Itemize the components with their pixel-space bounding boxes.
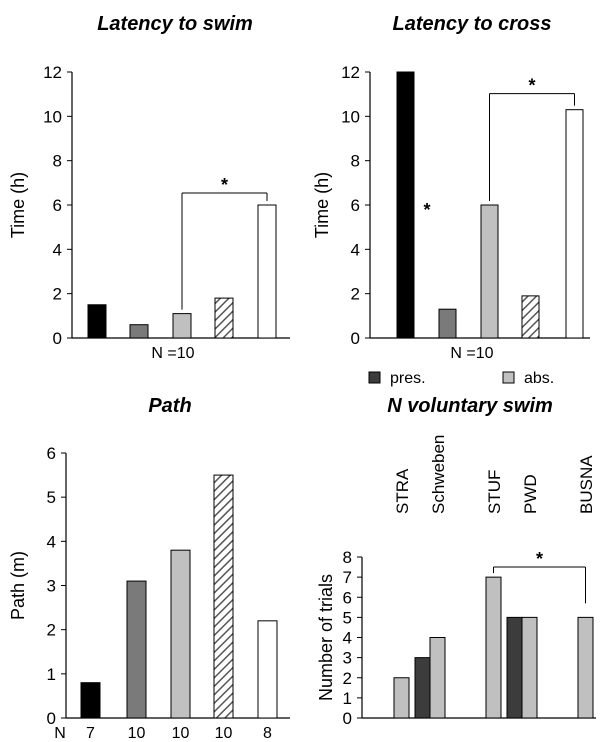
chart-title: Latency to cross xyxy=(393,13,552,35)
legend-label: pres. xyxy=(390,370,426,387)
y-tick-label: 12 xyxy=(43,63,62,82)
y-axis-label: Path (m) xyxy=(8,551,28,620)
y-tick-label: 0 xyxy=(47,709,56,728)
category-label: STUF xyxy=(485,470,504,514)
y-axis-label: Time (h) xyxy=(312,172,332,238)
bar xyxy=(172,313,192,339)
n-label: N =10 xyxy=(151,345,194,362)
y-tick-label: 4 xyxy=(351,240,360,259)
chart-title: N voluntary swim xyxy=(387,395,553,417)
y-axis-label: Number of trials xyxy=(316,574,336,701)
bar xyxy=(396,71,415,339)
bar xyxy=(257,204,277,339)
bar xyxy=(506,616,523,719)
bar xyxy=(414,657,431,719)
y-tick-label: 6 xyxy=(47,444,56,463)
bar xyxy=(438,308,457,339)
y-tick-label: 8 xyxy=(351,152,360,171)
chart-title: Path xyxy=(148,395,191,417)
y-tick-label: 0 xyxy=(351,329,360,348)
y-tick-label: 4 xyxy=(53,240,62,259)
bar xyxy=(213,474,234,719)
annotation-star: * xyxy=(423,200,430,220)
significance-star: * xyxy=(536,549,543,569)
n-value: 10 xyxy=(215,725,233,742)
bar xyxy=(393,677,410,719)
bar xyxy=(521,616,538,719)
n-label: N =10 xyxy=(450,345,493,362)
legend-label: abs. xyxy=(524,370,554,387)
bar xyxy=(170,549,191,719)
category-label: Schweben xyxy=(429,435,448,514)
y-tick-label: 4 xyxy=(343,629,352,648)
y-tick-label: 2 xyxy=(343,669,352,688)
y-tick-label: 6 xyxy=(343,588,352,607)
y-axis-label: Time (h) xyxy=(8,172,28,238)
n-value: 10 xyxy=(172,725,190,742)
bar xyxy=(521,295,540,339)
y-tick-label: 8 xyxy=(343,548,352,567)
n-prefix: N xyxy=(54,725,66,742)
bar xyxy=(87,304,107,339)
y-tick-label: 1 xyxy=(343,689,352,708)
bar xyxy=(129,324,149,339)
n-value: 7 xyxy=(86,725,95,742)
y-tick-label: 3 xyxy=(47,577,56,596)
bar xyxy=(485,576,502,719)
y-tick-label: 8 xyxy=(53,152,62,171)
category-label: BUSNA xyxy=(577,455,596,514)
category-label: PWD xyxy=(521,474,540,514)
n-value: 10 xyxy=(128,725,146,742)
y-tick-label: 5 xyxy=(47,488,56,507)
y-tick-label: 0 xyxy=(53,329,62,348)
significance-star: * xyxy=(528,76,535,96)
bar xyxy=(577,616,594,719)
y-tick-label: 10 xyxy=(341,107,360,126)
y-tick-label: 6 xyxy=(351,196,360,215)
y-tick-label: 2 xyxy=(47,621,56,640)
bar xyxy=(80,682,101,719)
y-tick-label: 0 xyxy=(343,709,352,728)
y-tick-label: 5 xyxy=(343,608,352,627)
category-label: STRA xyxy=(393,468,412,514)
bar xyxy=(429,637,446,719)
y-tick-label: 12 xyxy=(341,63,360,82)
y-tick-label: 3 xyxy=(343,649,352,668)
y-tick-label: 1 xyxy=(47,665,56,684)
y-tick-label: 10 xyxy=(43,107,62,126)
y-tick-label: 4 xyxy=(47,532,56,551)
bar xyxy=(257,620,278,719)
bar xyxy=(214,297,234,339)
bar xyxy=(565,109,584,339)
y-tick-label: 2 xyxy=(53,285,62,304)
significance-star: * xyxy=(221,175,228,195)
y-tick-label: 7 xyxy=(343,568,352,587)
y-tick-label: 2 xyxy=(351,285,360,304)
bar xyxy=(126,580,147,719)
y-tick-label: 6 xyxy=(53,196,62,215)
legend-swatch xyxy=(502,371,515,384)
legend-swatch xyxy=(368,371,381,384)
n-value: 8 xyxy=(263,725,272,742)
chart-title: Latency to swim xyxy=(97,13,253,35)
bar xyxy=(480,204,499,339)
